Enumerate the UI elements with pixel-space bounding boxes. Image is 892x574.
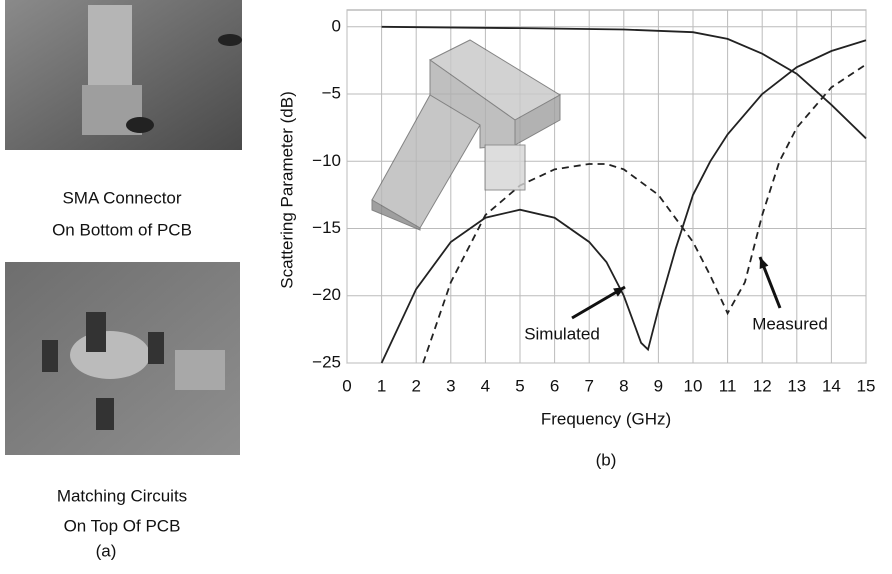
x-tick-label: 1 bbox=[377, 376, 386, 395]
x-tick-label: 3 bbox=[446, 376, 455, 395]
y-tick-label: 0 bbox=[332, 16, 341, 35]
x-tick-label: 2 bbox=[411, 376, 420, 395]
photo-matching bbox=[5, 262, 240, 455]
annotation: Measured bbox=[752, 314, 828, 333]
arrow-head bbox=[759, 257, 769, 269]
annotation: Simulated bbox=[524, 324, 600, 343]
series-line bbox=[381, 25, 867, 140]
y-tick-label: −10 bbox=[312, 151, 341, 170]
caption: On Bottom of PCB bbox=[52, 220, 192, 239]
panel-label: (a) bbox=[96, 541, 117, 560]
x-tick-label: 0 bbox=[342, 376, 351, 395]
y-tick-label: −20 bbox=[312, 285, 341, 304]
x-tick-label: 7 bbox=[584, 376, 593, 395]
x-tick-label: 9 bbox=[654, 376, 663, 395]
caption: Matching Circuits bbox=[57, 486, 187, 505]
arrow-head bbox=[613, 287, 625, 297]
y-axis-label: Scattering Parameter (dB) bbox=[277, 91, 296, 288]
x-tick-label: 14 bbox=[822, 376, 841, 395]
y-tick-label: −25 bbox=[312, 352, 341, 371]
x-tick-label: 15 bbox=[857, 376, 876, 395]
x-tick-label: 6 bbox=[550, 376, 559, 395]
y-tick-label: −15 bbox=[312, 218, 341, 237]
y-tick-label: −5 bbox=[322, 84, 341, 103]
x-tick-label: 11 bbox=[719, 376, 737, 395]
photo-sma bbox=[5, 0, 242, 150]
x-tick-label: 4 bbox=[481, 376, 490, 395]
series-line bbox=[380, 39, 867, 364]
x-tick-label: 10 bbox=[684, 376, 703, 395]
x-tick-label: 13 bbox=[787, 376, 806, 395]
x-tick-label: 5 bbox=[515, 376, 524, 395]
caption: SMA Connector bbox=[62, 188, 181, 207]
x-tick-label: 12 bbox=[753, 376, 772, 395]
caption: On Top Of PCB bbox=[64, 516, 181, 535]
panel-label: (b) bbox=[596, 450, 617, 469]
x-tick-label: 8 bbox=[619, 376, 628, 395]
model-inset bbox=[371, 39, 561, 231]
x-axis-label: Frequency (GHz) bbox=[541, 409, 671, 428]
